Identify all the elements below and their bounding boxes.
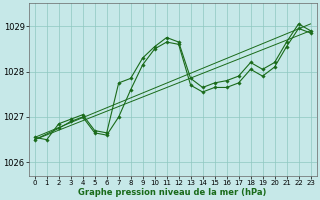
X-axis label: Graphe pression niveau de la mer (hPa): Graphe pression niveau de la mer (hPa): [78, 188, 267, 197]
